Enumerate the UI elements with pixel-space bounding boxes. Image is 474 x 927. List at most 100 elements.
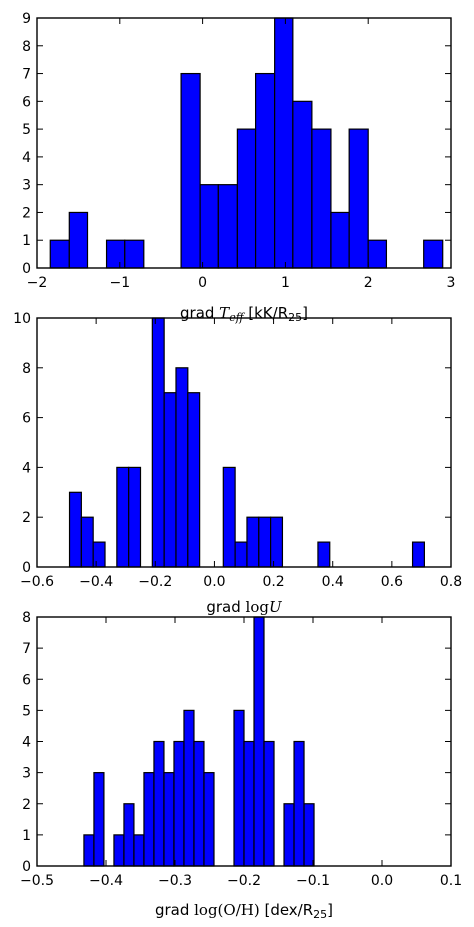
teff-gradient-histogram-panel: −2 −1 0 1 2 3 0 1 2 3 4 5 6 7 8 9 grad Teff [kK/R25] (22, 11, 455, 324)
oh-x-tick-label: −0.2 (227, 873, 261, 889)
teff-y-tick-label: 5 (22, 122, 31, 138)
teff-axes-frame (36, 17, 452, 269)
oh-y-tick-label: 6 (22, 672, 31, 688)
oh-x-tick-label: −0.3 (158, 873, 192, 889)
logu-histogram-bar (187, 392, 201, 568)
teff-histogram-bar (49, 239, 70, 269)
teff-y-tick-label: 3 (22, 178, 31, 194)
oh-y-tick-label: 1 (22, 828, 31, 844)
oh-x-tick-label: −0.1 (296, 873, 330, 889)
oh-histogram-bar (243, 740, 255, 867)
logu-y-tick-label: 0 (22, 560, 31, 576)
teff-histogram-bar (292, 100, 313, 269)
teff-y-tick-label: 7 (22, 67, 31, 83)
logu-histogram-bar (270, 516, 284, 568)
logu-x-axis-label: grad logU (206, 598, 283, 616)
oh-histogram-bar (123, 803, 135, 867)
logu-x-tick-label: 0.8 (440, 574, 462, 590)
oh-y-tick-label: 8 (22, 610, 31, 626)
teff-y-tick-label: 9 (22, 11, 31, 27)
logu-axes-frame (36, 317, 452, 568)
logu-histogram-bar (116, 466, 130, 568)
logu-histogram-bar (92, 541, 106, 568)
oh-y-tick-label: 4 (22, 735, 31, 751)
logu-histogram-bar (222, 466, 236, 568)
logu-histogram-bar (163, 392, 177, 568)
teff-histogram-bar (274, 17, 294, 269)
teff-x-tick-label: 1 (281, 275, 290, 291)
logu-histogram-bar (175, 367, 189, 568)
teff-histogram-bar (180, 72, 201, 269)
oh-histogram-bar (113, 834, 125, 867)
oh-histogram-bar (183, 709, 195, 867)
logu-histogram-bar (258, 516, 272, 568)
teff-histogram-bar (311, 128, 332, 269)
logu-x-tick-label: 0.6 (381, 574, 403, 590)
teff-x-tick-label: −2 (27, 275, 48, 291)
logu-y-tick-label: 6 (22, 411, 31, 427)
oh-x-tick-label: 0.1 (440, 873, 462, 889)
logu-x-tick-label: −0.4 (79, 574, 113, 590)
logu-histogram-bar (151, 317, 165, 568)
oh-histogram-bar (193, 740, 205, 867)
oh-x-tick-label: −0.5 (20, 873, 54, 889)
teff-y-tick-label: 8 (22, 39, 31, 55)
teff-histogram-bar (367, 239, 388, 269)
logu-histogram-bar (80, 516, 94, 568)
teff-y-tick-label: 4 (22, 150, 31, 166)
teff-y-tick-label: 0 (22, 261, 31, 277)
teff-histogram-bar (68, 211, 89, 269)
oh-histogram-bar (283, 803, 295, 867)
teff-histogram-bar (254, 72, 276, 269)
oh-histogram-bar (203, 772, 215, 867)
logu-y-tick-label: 10 (13, 311, 31, 327)
teff-histogram-bar (330, 211, 350, 269)
logu-histogram-bar (234, 541, 248, 568)
teff-y-tick-label: 6 (22, 94, 31, 110)
logu-y-tick-label: 2 (22, 510, 31, 526)
teff-x-tick-label: 2 (364, 275, 373, 291)
logu-histogram-bar (246, 516, 260, 568)
logu-histogram-bar (128, 466, 142, 568)
teff-x-tick-label: 0 (198, 275, 207, 291)
logu-x-tick-label: 0.0 (203, 574, 225, 590)
oh-histogram-bar (83, 834, 95, 867)
oh-histogram-bar (253, 616, 265, 867)
logu-histogram-bar (317, 541, 331, 568)
oh-histogram-bar (153, 740, 165, 867)
teff-x-tick-label: −1 (109, 275, 130, 291)
oh-gradient-histogram-panel: −0.5 −0.4 −0.3 −0.2 −0.1 0.0 0.1 0 1 2 3 4 5 6 7 8 grad … (20, 610, 462, 921)
teff-histogram-bar (348, 128, 369, 269)
logu-x-tick-label: −0.2 (138, 574, 172, 590)
oh-x-tick-label: −0.4 (89, 873, 123, 889)
oh-histogram-bar (263, 740, 275, 867)
logu-x-tick-label: 0.2 (262, 574, 284, 590)
logu-y-tick-label: 8 (22, 361, 31, 377)
logu-x-tick-label: 0.4 (322, 574, 344, 590)
teff-x-tick-label: 3 (447, 275, 456, 291)
teff-y-tick-label: 1 (22, 233, 31, 249)
oh-histogram-bar (143, 772, 155, 867)
logu-histogram-bar (411, 541, 425, 568)
oh-histogram-bar (233, 709, 245, 867)
teff-histogram-bar (105, 239, 126, 269)
oh-x-axis-label: grad log(O/H) [dex/R25] (155, 901, 333, 921)
oh-histogram-bar (173, 740, 185, 867)
oh-y-tick-label: 0 (22, 859, 31, 875)
teff-histogram-bar (217, 184, 238, 269)
teff-y-tick-label: 2 (22, 205, 31, 221)
oh-histogram-bar (93, 772, 105, 867)
oh-histogram-bar (133, 834, 145, 867)
teff-histogram-bar (236, 128, 257, 269)
logu-gradient-histogram-panel: −0.6 −0.4 −0.2 0.0 0.2 0.4 0.6 0.8 0 2 4 6 8 10 grad l… (13, 311, 462, 616)
teff-x-axis-label: grad Teff [kK/R25] (180, 304, 308, 324)
logu-histogram-bar (68, 491, 82, 568)
oh-histogram-bar (293, 740, 305, 867)
oh-histogram-bar (303, 803, 315, 867)
teff-histogram-bar (423, 239, 444, 269)
oh-y-tick-label: 5 (22, 703, 31, 719)
teff-histogram-bar (199, 184, 219, 269)
oh-x-tick-label: 0.0 (371, 873, 393, 889)
oh-y-tick-label: 7 (22, 641, 31, 657)
